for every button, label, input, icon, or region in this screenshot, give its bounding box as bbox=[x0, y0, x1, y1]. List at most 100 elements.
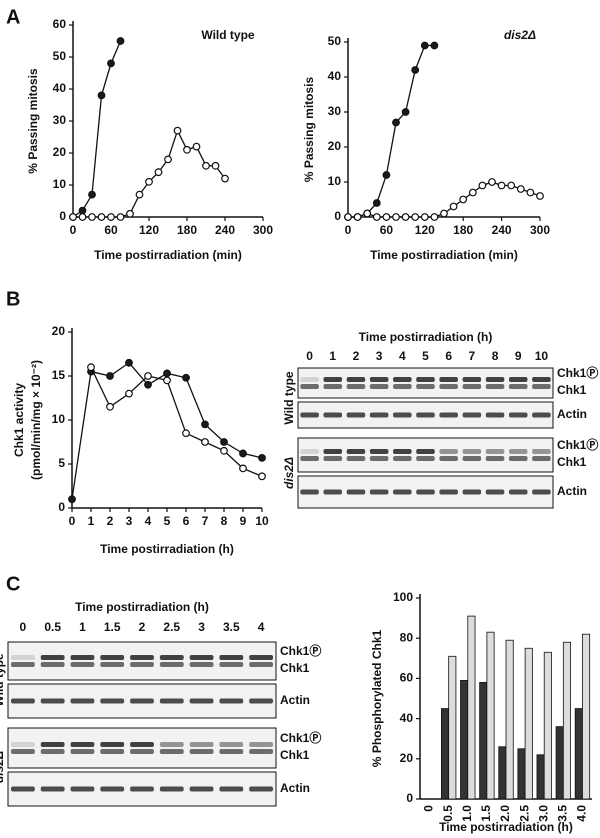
band-label: Chk1Ⓟ bbox=[280, 730, 321, 745]
band bbox=[130, 749, 154, 754]
bar bbox=[536, 754, 545, 800]
band bbox=[70, 742, 95, 747]
band bbox=[393, 377, 412, 382]
x-tick-label: 1 bbox=[88, 514, 95, 528]
band-label: Actin bbox=[557, 484, 587, 498]
lane-label: 7 bbox=[469, 349, 476, 363]
data-point bbox=[372, 199, 381, 207]
y-tick-label: 0 bbox=[406, 791, 413, 805]
blot-box bbox=[7, 641, 277, 681]
band bbox=[70, 698, 95, 704]
band bbox=[249, 698, 274, 704]
band bbox=[70, 662, 95, 667]
lane-label: 2 bbox=[353, 349, 360, 363]
bar bbox=[505, 639, 514, 800]
blot-box bbox=[7, 727, 277, 769]
data-point bbox=[202, 161, 210, 170]
panel-label: A bbox=[6, 6, 20, 28]
data-point bbox=[125, 358, 133, 367]
data-point bbox=[536, 192, 544, 200]
bar bbox=[574, 708, 583, 800]
x-tick-label: 120 bbox=[139, 223, 159, 237]
y-tick-label: 20 bbox=[400, 751, 414, 765]
band bbox=[189, 749, 214, 754]
panel-label: C bbox=[6, 573, 20, 595]
band bbox=[300, 384, 319, 389]
x-tick-label: 4.0 bbox=[575, 805, 589, 822]
band bbox=[40, 786, 65, 792]
data-point bbox=[478, 181, 487, 190]
data-point bbox=[69, 213, 77, 221]
band bbox=[462, 377, 482, 382]
data-point bbox=[87, 363, 95, 372]
x-tick-label: 240 bbox=[215, 223, 235, 237]
y-tick-label: 20 bbox=[53, 145, 67, 159]
band bbox=[532, 412, 551, 418]
group-label: dis2Δ bbox=[282, 457, 296, 489]
band bbox=[393, 412, 412, 418]
group-label: Wild type bbox=[282, 371, 296, 425]
data-point bbox=[440, 209, 448, 218]
band bbox=[346, 384, 366, 389]
data-point bbox=[116, 37, 125, 45]
y-tick-label: 20 bbox=[52, 324, 66, 338]
x-tick-label: 3 bbox=[126, 514, 133, 528]
band bbox=[10, 749, 35, 754]
x-tick-label: 120 bbox=[415, 223, 435, 237]
data-point bbox=[201, 420, 209, 429]
band bbox=[532, 377, 551, 382]
band bbox=[159, 655, 184, 660]
x-tick-label: 180 bbox=[453, 223, 473, 237]
data-point bbox=[211, 161, 220, 170]
band bbox=[346, 377, 366, 382]
bar bbox=[562, 641, 571, 800]
band bbox=[100, 655, 125, 660]
band bbox=[393, 384, 412, 389]
data-point bbox=[392, 118, 400, 127]
band bbox=[219, 655, 244, 660]
band bbox=[393, 449, 412, 454]
data-point bbox=[258, 453, 266, 462]
y-tick-label: 30 bbox=[328, 104, 342, 118]
data-point bbox=[145, 177, 153, 186]
band-label: Chk1 bbox=[557, 383, 587, 397]
band bbox=[369, 377, 389, 382]
band bbox=[40, 662, 65, 667]
band bbox=[346, 412, 366, 418]
lane-label: 3.5 bbox=[223, 620, 240, 634]
band bbox=[130, 698, 154, 704]
lane-label: 4 bbox=[399, 349, 406, 363]
band bbox=[70, 786, 95, 792]
blot-title: Time postirradiation (h) bbox=[359, 330, 493, 344]
band bbox=[532, 384, 551, 389]
x-tick-label: 0 bbox=[70, 223, 77, 237]
band-label: Chk1Ⓟ bbox=[557, 365, 598, 380]
band bbox=[439, 456, 458, 461]
lane-label: 4 bbox=[258, 620, 265, 634]
series-line bbox=[90, 366, 263, 477]
band bbox=[219, 742, 244, 747]
data-point bbox=[459, 195, 468, 204]
data-point bbox=[420, 213, 429, 221]
y-axis-label: (pmol/min/mg × 10⁻²) bbox=[29, 360, 43, 480]
data-point bbox=[382, 213, 391, 221]
band bbox=[249, 786, 274, 792]
band bbox=[219, 662, 244, 667]
bar bbox=[498, 746, 507, 800]
band bbox=[439, 449, 458, 454]
band-label: Actin bbox=[280, 693, 310, 707]
data-point bbox=[220, 446, 228, 455]
band bbox=[159, 786, 184, 792]
band bbox=[10, 742, 35, 747]
x-axis-label: Time postirradiation (h) bbox=[100, 542, 234, 556]
x-tick-label: 240 bbox=[492, 223, 512, 237]
y-tick-label: 80 bbox=[400, 630, 414, 644]
bar bbox=[448, 655, 457, 800]
data-point bbox=[401, 108, 410, 116]
band bbox=[10, 786, 35, 792]
data-point bbox=[154, 168, 163, 177]
y-tick-label: 40 bbox=[400, 711, 414, 725]
bar bbox=[524, 647, 533, 800]
y-tick-label: 100 bbox=[393, 590, 413, 604]
band bbox=[100, 742, 125, 747]
